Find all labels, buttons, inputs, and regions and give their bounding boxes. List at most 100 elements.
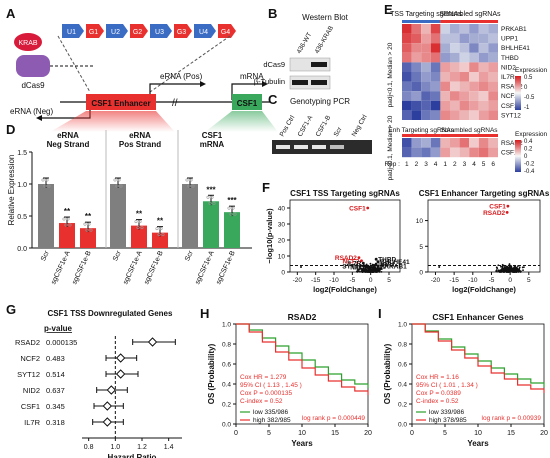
f-point: [509, 267, 512, 270]
e-legend-bottom-ticks: 0.4 0.20 -0.2-0.4: [524, 139, 535, 175]
e-cell: [411, 100, 422, 111]
e-cell: [459, 72, 470, 82]
f-point: [363, 268, 366, 271]
e-legend-bottom-bar: [515, 140, 521, 172]
segment-label-u4: U4: [199, 29, 208, 36]
e-cell: [430, 52, 441, 63]
e-cell: [469, 72, 479, 82]
d-point: [161, 233, 165, 237]
e-rep-number: 1: [405, 161, 409, 168]
panel-g: G CSF1 TSS Downregulated Genes p-value 0.8…: [6, 302, 182, 458]
g-gene-label: NID2: [23, 386, 40, 395]
panel-letter-e: E: [384, 2, 393, 17]
f-gene-label: SYT12: [342, 263, 362, 270]
e-cell: [469, 147, 479, 158]
f-title: CSF1 Enhancer Targeting sgRNAs: [419, 189, 550, 198]
f-point: [374, 270, 377, 273]
f-ytick-label: 10: [278, 254, 286, 261]
km-stat: C-index = 0.52: [240, 398, 283, 405]
segment-label-g2: G2: [133, 29, 142, 36]
e-cell: [488, 72, 498, 82]
e-cell: [450, 91, 460, 101]
d-point: [231, 206, 235, 210]
e-cell: [430, 72, 441, 82]
f-highlight-point: [365, 265, 369, 269]
d-point: [47, 184, 51, 188]
d-bar: [110, 184, 126, 248]
f-point: [507, 266, 510, 269]
g-xtick-label: 1.2: [137, 444, 147, 451]
dcas9-label: dCas9: [21, 81, 45, 90]
d-point: [113, 178, 117, 182]
e-group-scr: Scrambled sgRNAs: [439, 11, 501, 18]
pcr-lane-4: Neg Ctrl: [351, 113, 369, 138]
d-sig-label: **: [157, 217, 164, 226]
gene-label: CSF1: [237, 99, 258, 108]
e-cell: [421, 110, 431, 120]
e-cell: [450, 147, 460, 158]
f-ytick-label: 0: [419, 270, 423, 277]
e-legend-tick: 0: [524, 154, 528, 160]
f-ytick-label: 10: [416, 218, 424, 225]
e-cell: [450, 24, 460, 34]
f-gene-label: PRKAB1: [380, 264, 407, 271]
e-legend-tick: 0: [524, 85, 528, 91]
e-legend-top-ticks: 0.5 0 -0.5 -1: [524, 75, 535, 111]
e-cell: [488, 24, 498, 34]
km-ytick-label: 0.6: [222, 362, 231, 369]
e-cell: [421, 100, 431, 111]
km-xlabel: Years: [467, 439, 489, 448]
e-cell: [440, 81, 450, 92]
km-xtick-label: 5: [443, 430, 447, 437]
e-cell: [411, 72, 422, 82]
km-legend-label: low 335/986: [253, 409, 288, 416]
g-pvalue: 0.514: [46, 370, 65, 379]
panel-i: I CSF1 Enhancer Genes 0 5 10 15 20 0.0 0.2 0.4 0.…: [378, 306, 548, 448]
e-cell: [459, 147, 470, 158]
e-cell: [402, 138, 412, 148]
panel-letter-h: H: [200, 306, 209, 321]
f-gene-label: CSF1: [489, 204, 506, 211]
gene-cone: [205, 111, 278, 132]
e-cell: [421, 72, 431, 82]
e-cell: [421, 138, 431, 148]
e-cell: [469, 24, 479, 34]
e-cell: [430, 62, 441, 72]
e-legend-tick: 0.2: [524, 147, 533, 153]
e-cell: [488, 62, 498, 72]
lane-wt: 436-WT: [296, 31, 314, 55]
f-point: [358, 265, 361, 268]
f-xtick-label: 5: [387, 277, 391, 284]
d-point: [155, 227, 159, 231]
g-pvalue: 0.000135: [46, 338, 77, 347]
e-cell: [411, 24, 422, 34]
e-group-enh: Enh Targeting sgRNAs: [388, 127, 454, 134]
d-point: [229, 212, 233, 216]
f-point: [512, 267, 515, 270]
f-highlight-point: [506, 204, 510, 208]
segment-label-g3: G3: [177, 29, 186, 36]
f-point: [356, 269, 359, 271]
d-bar: [80, 228, 96, 248]
f-point: [361, 265, 364, 268]
e-cell: [459, 81, 470, 92]
km-xtick-label: 0: [410, 430, 414, 437]
panel-letter-i: I: [378, 306, 382, 321]
f-highlight-point: [376, 264, 380, 268]
f-title: CSF1 TSS Targeting sgRNAs: [290, 189, 400, 198]
e-cell: [469, 81, 479, 92]
e-cell: [488, 138, 498, 148]
e-cell: [411, 62, 422, 72]
e-rep-number: 2: [453, 161, 457, 168]
km-stat: Cox HR = 1.16: [416, 374, 459, 381]
e-rep-number: 6: [491, 161, 495, 168]
d-point: [189, 178, 193, 182]
km-ytick-label: 1.0: [398, 322, 407, 329]
d-point: [89, 228, 93, 232]
f-point: [383, 267, 385, 269]
g-estimate-diamond: [102, 417, 113, 427]
f-point: [501, 263, 504, 266]
e-rep-number: 4: [472, 161, 476, 168]
e-cell: [402, 33, 412, 44]
